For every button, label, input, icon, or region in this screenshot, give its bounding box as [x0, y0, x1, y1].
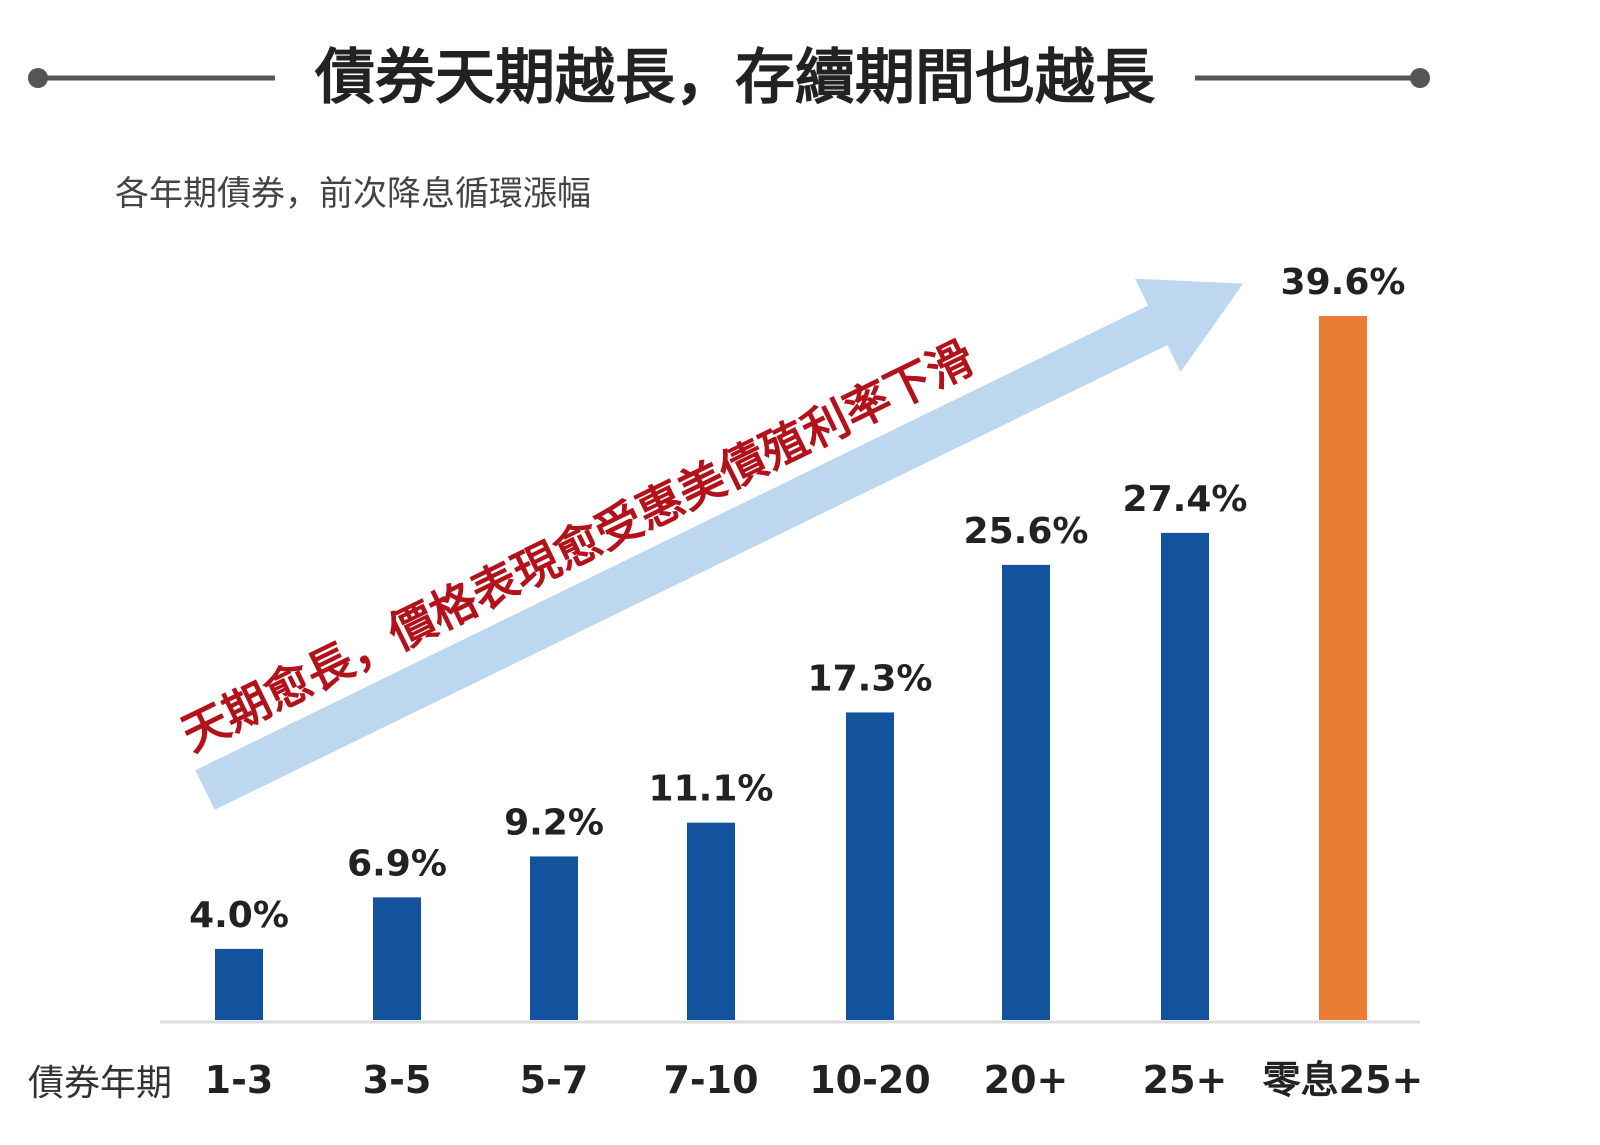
category-label-1: 3-5 [363, 1058, 432, 1102]
value-label-1: 6.9% [347, 843, 447, 884]
bar-4 [846, 712, 894, 1020]
trend-arrow: 天期愈長，價格表現愈受惠美債殖利率下滑 [173, 278, 1244, 810]
category-label-7: 零息25+ [1263, 1058, 1424, 1102]
category-label-3: 7-10 [663, 1058, 758, 1102]
x-axis-title: 債券年期 [28, 1063, 172, 1104]
category-label-4: 10-20 [809, 1058, 931, 1102]
bars-layer: 4.0% 1-3 6.9% 3-5 9.2% 5-7 11.1% 7-10 17.3% 10-20… [189, 262, 1423, 1102]
bar-0 [215, 948, 263, 1020]
title-dot-right [1410, 68, 1430, 88]
title-decoration [28, 68, 1430, 88]
category-label-5: 20+ [984, 1058, 1069, 1102]
bar-5 [1002, 564, 1050, 1020]
value-label-5: 25.6% [964, 511, 1089, 552]
bar-6 [1161, 532, 1209, 1020]
chart-subtitle: 各年期債券，前次降息循環漲幅 [115, 174, 591, 214]
category-label-2: 5-7 [520, 1058, 589, 1102]
bar-3 [687, 822, 735, 1020]
value-label-2: 9.2% [504, 802, 604, 843]
bar-7 [1319, 316, 1367, 1020]
value-label-0: 4.0% [189, 895, 289, 936]
trend-arrow-shape [195, 278, 1244, 810]
bar-1 [373, 897, 421, 1020]
bar-2 [530, 856, 578, 1020]
value-label-4: 17.3% [808, 658, 933, 699]
value-label-6: 27.4% [1123, 479, 1248, 520]
title-dot-left [28, 68, 48, 88]
chart-title: 債券天期越長，存續期間也越長 [314, 43, 1156, 113]
category-label-0: 1-3 [205, 1058, 274, 1102]
value-label-7: 39.6% [1281, 262, 1406, 303]
category-label-6: 25+ [1143, 1058, 1228, 1102]
value-label-3: 11.1% [649, 769, 774, 810]
